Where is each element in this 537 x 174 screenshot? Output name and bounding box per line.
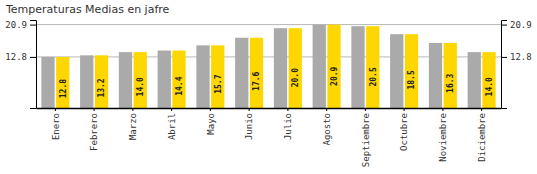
y-axis: 12.8 20.9: [5, 20, 36, 109]
tick-label: Agosto: [322, 113, 332, 146]
data-label: 15.7: [214, 74, 223, 93]
tick: Junio: [244, 108, 254, 140]
tick: 12.8: [5, 52, 36, 62]
tick-mark: [30, 25, 36, 26]
bar: [390, 34, 403, 108]
data-labels: 12.8 13.2 14.0 14.4 15.7 17.6 20.0 20.9 20.5 18.5…: [59, 66, 494, 98]
tick-mark: [501, 57, 507, 58]
tick-mark: [55, 108, 56, 111]
data-label: 17.6: [252, 71, 261, 90]
bar: [196, 45, 209, 108]
bar: [172, 51, 185, 108]
axis-line: [30, 21, 37, 109]
tick: Marzo: [128, 108, 138, 140]
bar: [134, 52, 147, 108]
axis-line: [502, 21, 508, 109]
tick-label: Noviembre: [438, 113, 448, 162]
data-label: 20.5: [369, 67, 378, 86]
bar-series: [41, 25, 481, 108]
tick-label: Enero: [51, 113, 61, 140]
bars: [41, 25, 495, 108]
bar: [429, 43, 442, 108]
tick-mark: [132, 108, 133, 111]
bar-series: [56, 25, 496, 108]
chart: Temperaturas Medias en jafre 12.8 13.2 14.0…: [0, 0, 537, 174]
bar: [274, 28, 287, 108]
tick-mark: [442, 108, 443, 111]
bar: [327, 25, 340, 108]
tick: Agosto: [322, 108, 332, 146]
tick-mark: [501, 25, 507, 26]
tick: 20.9: [501, 20, 532, 30]
data-label: 20.0: [291, 68, 300, 87]
data-label: 18.5: [407, 70, 416, 89]
data-label: 14.4: [175, 76, 184, 95]
bar: [41, 57, 54, 108]
tick: 12.8: [501, 52, 532, 62]
data-label: 13.2: [97, 78, 106, 97]
tick: 20.9: [5, 20, 36, 30]
tick: Febrero: [89, 108, 99, 151]
tick: Septiembre: [361, 108, 371, 167]
bar: [211, 45, 224, 108]
tick-mark: [94, 108, 95, 111]
tick-label: 20.9: [5, 20, 27, 30]
tick-label: Febrero: [89, 113, 99, 151]
bar: [351, 26, 364, 108]
y2-axis: 12.8 20.9: [501, 20, 532, 109]
bar: [235, 38, 248, 108]
tick-label: Junio: [244, 113, 254, 140]
data-label: 14.0: [136, 77, 145, 96]
tick: Mayo: [206, 108, 216, 135]
tick: Enero: [51, 108, 61, 140]
tick-label: Mayo: [206, 113, 216, 135]
tick-mark: [30, 57, 36, 58]
tick-label: Marzo: [128, 113, 138, 140]
tick-label: Julio: [283, 113, 293, 140]
tick-label: Octubre: [399, 113, 409, 151]
tick-mark: [171, 108, 172, 111]
bar: [405, 34, 418, 108]
tick: Abril: [167, 108, 177, 140]
tick-label: 20.9: [510, 20, 532, 30]
bar: [80, 55, 93, 108]
axis-line: [37, 108, 502, 110]
bar: [313, 25, 326, 108]
data-label: 20.9: [330, 66, 339, 85]
data-label: 12.8: [59, 79, 68, 98]
bar: [366, 26, 379, 108]
tick-mark: [404, 108, 405, 111]
bar: [95, 55, 108, 108]
tick: Noviembre: [438, 108, 448, 162]
tick-label: 12.8: [5, 52, 27, 62]
bar: [119, 52, 132, 108]
tick: Julio: [283, 108, 293, 140]
tick-mark: [249, 108, 250, 111]
bar: [289, 28, 302, 108]
x-axis: Enero Febrero Marzo Abril Mayo Junio Julio Agos…: [37, 108, 502, 167]
tick: Octubre: [399, 108, 409, 151]
tick: Diciembre: [477, 108, 487, 162]
bar: [250, 38, 263, 108]
tick-label: Septiembre: [361, 113, 371, 167]
tick-label: 12.8: [510, 52, 532, 62]
data-label: 16.3: [446, 73, 455, 92]
bar: [444, 43, 457, 108]
grid-line: [36, 24, 501, 25]
data-label: 14.0: [485, 77, 494, 96]
tick-mark: [326, 108, 327, 111]
tick-label: Abril: [167, 113, 177, 140]
bar: [468, 52, 481, 108]
bar: [158, 51, 171, 108]
title: Temperaturas Medias en jafre: [5, 3, 170, 16]
tick-label: Diciembre: [477, 113, 487, 162]
tick-mark: [481, 108, 482, 111]
bar: [482, 52, 495, 108]
tick-mark: [365, 108, 366, 111]
tick-mark: [287, 108, 288, 111]
tick-mark: [210, 108, 211, 111]
bar: [56, 57, 69, 108]
